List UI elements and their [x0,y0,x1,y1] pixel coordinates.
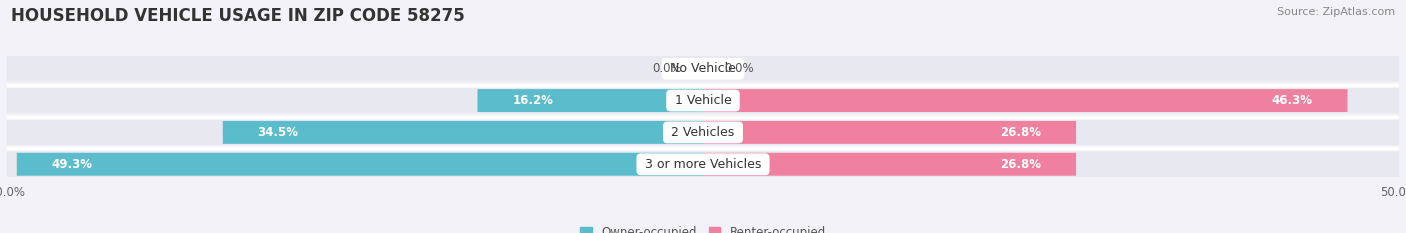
FancyBboxPatch shape [7,120,1399,145]
Text: 46.3%: 46.3% [1271,94,1313,107]
Text: 49.3%: 49.3% [52,158,93,171]
Text: No Vehicle: No Vehicle [666,62,740,75]
Legend: Owner-occupied, Renter-occupied: Owner-occupied, Renter-occupied [575,221,831,233]
Text: 0.0%: 0.0% [724,62,754,75]
Text: 16.2%: 16.2% [512,94,553,107]
FancyBboxPatch shape [478,89,703,112]
FancyBboxPatch shape [703,153,1076,176]
FancyBboxPatch shape [7,151,1399,177]
FancyBboxPatch shape [222,121,703,144]
Text: 3 or more Vehicles: 3 or more Vehicles [641,158,765,171]
FancyBboxPatch shape [7,56,1399,82]
Text: 2 Vehicles: 2 Vehicles [668,126,738,139]
Text: 1 Vehicle: 1 Vehicle [671,94,735,107]
Text: 26.8%: 26.8% [1000,158,1042,171]
Text: 26.8%: 26.8% [1000,126,1042,139]
FancyBboxPatch shape [703,89,1347,112]
FancyBboxPatch shape [17,153,703,176]
Text: Source: ZipAtlas.com: Source: ZipAtlas.com [1277,7,1395,17]
Text: 0.0%: 0.0% [652,62,682,75]
FancyBboxPatch shape [7,88,1399,113]
Text: 34.5%: 34.5% [257,126,298,139]
FancyBboxPatch shape [703,121,1076,144]
Text: HOUSEHOLD VEHICLE USAGE IN ZIP CODE 58275: HOUSEHOLD VEHICLE USAGE IN ZIP CODE 5827… [11,7,465,25]
